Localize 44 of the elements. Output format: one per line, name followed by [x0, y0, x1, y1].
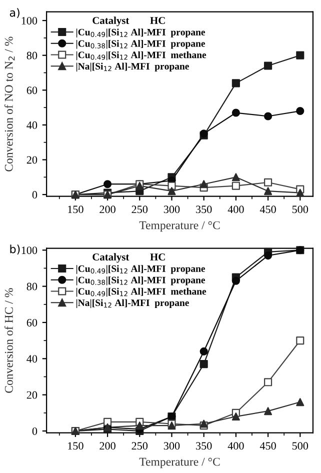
text: a)	[10, 8, 20, 18]
y-tick-label: 0	[32, 427, 38, 435]
x-tick-label: 450	[260, 206, 276, 214]
x-tick-label: 450	[260, 442, 276, 450]
legend-label: |Cu$_{0.49}$|[Si$_{12}$ Al]-MFI methane	[76, 288, 206, 297]
legend-label: |Na|[Si$_{12}$ Al]-MFI propane	[76, 62, 189, 72]
legend-label: |Cu$_{0.49}$|[Si$_{12}$ Al]-MFI propane	[76, 28, 206, 38]
y-tick-label: 80	[26, 52, 38, 60]
x-tick-label: 250	[132, 442, 148, 450]
x-tick-label: 250	[132, 206, 148, 214]
legend-label: |Cu$_{0.49}$|[Si$_{12}$ Al]-MFI methane	[76, 51, 206, 60]
x-tick-label: 500	[292, 442, 308, 450]
legend-label: |Cu$_{0.38}$|[Si$_{12}$ Al]-MFI propane	[76, 276, 206, 286]
legend-label: |Cu$_{0.38}$|[Si$_{12}$ Al]-MFI propane	[76, 40, 206, 49]
x-axis-title: Temperature / °C	[139, 221, 220, 232]
y-tick-label: 100	[22, 16, 38, 24]
x-axis-title: Temperature / °C	[139, 458, 220, 468]
x-tick-label: 300	[164, 206, 180, 214]
text: b)	[10, 244, 20, 255]
y-tick-label: 100	[22, 246, 38, 254]
x-tick-label: 300	[164, 442, 180, 450]
y-tick-label: 80	[26, 282, 38, 290]
y-axis-title: Conversion of NO to N$_{2}$ / %	[4, 36, 15, 172]
y-tick-label: 60	[26, 86, 38, 94]
x-tick-label: 150	[68, 206, 84, 214]
y-tick-label: 40	[26, 355, 38, 363]
y-axis-title: Conversion of HC / %	[4, 288, 13, 393]
x-tick-label: 150	[68, 442, 84, 450]
y-tick-label: 20	[26, 391, 38, 399]
x-tick-label: 350	[196, 442, 212, 450]
y-tick-label: 20	[26, 156, 38, 164]
legend-title: Catalyst HC	[92, 16, 165, 26]
x-tick-label: 400	[228, 442, 244, 450]
x-tick-label: 400	[228, 206, 244, 214]
legend-label: |Na|[Si$_{12}$ Al]-MFI propane	[76, 299, 189, 308]
x-tick-label: 350	[196, 206, 212, 214]
x-tick-label: 200	[100, 442, 116, 450]
y-tick-label: 60	[26, 318, 38, 326]
legend-label: |Cu$_{0.49}$|[Si$_{12}$ Al]-MFI propane	[76, 265, 206, 274]
x-tick-label: 200	[100, 206, 116, 214]
legend-title: Catalyst HC	[92, 253, 165, 263]
y-tick-label: 0	[32, 191, 38, 199]
x-tick-label: 500	[292, 206, 308, 214]
y-tick-label: 40	[26, 121, 38, 129]
